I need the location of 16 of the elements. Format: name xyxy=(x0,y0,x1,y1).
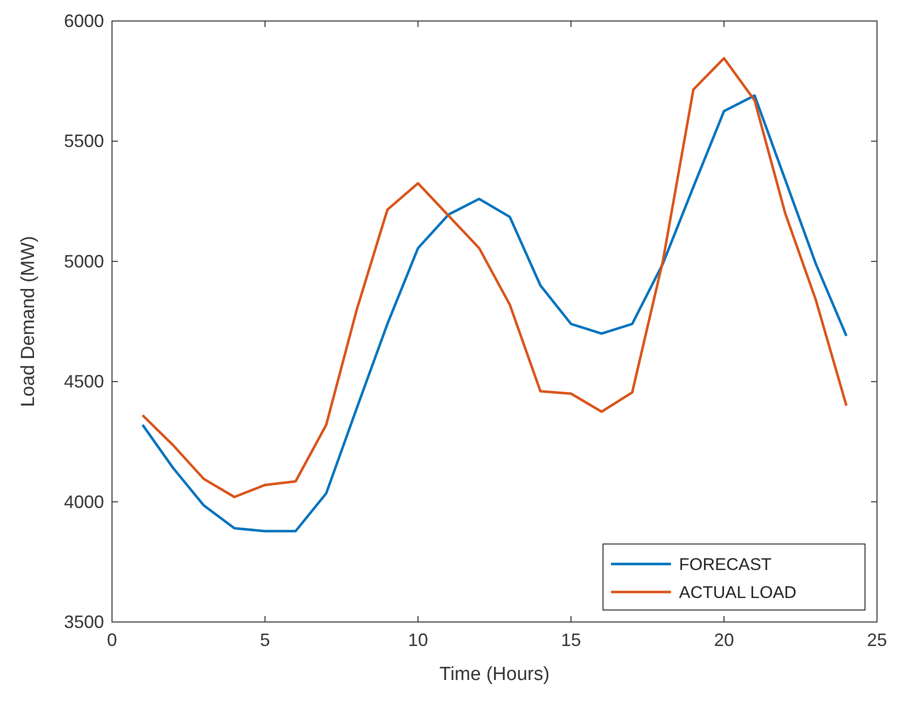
y-tick-label: 5500 xyxy=(64,131,104,152)
x-axis-title: Time (Hours) xyxy=(439,664,550,685)
x-tick-label: 5 xyxy=(260,630,270,650)
y-tick-label: 5000 xyxy=(64,251,104,272)
y-tick-label: 4500 xyxy=(64,372,104,392)
x-tick-label: 0 xyxy=(106,630,118,650)
legend-label: ACTUAL LOAD xyxy=(679,583,796,602)
y-tick-label: 4000 xyxy=(64,492,104,512)
legend-label: FORECAST xyxy=(679,555,772,574)
y-tick-label: 6000 xyxy=(64,11,104,31)
y-tick-label: 3500 xyxy=(64,612,104,632)
x-tick-label: 15 xyxy=(560,630,582,650)
x-tick-label: 25 xyxy=(866,630,888,650)
x-tick-label: 20 xyxy=(714,630,734,650)
y-axis-title: Load Demand (MW) xyxy=(18,236,39,408)
x-tick-label: 10 xyxy=(408,630,428,650)
